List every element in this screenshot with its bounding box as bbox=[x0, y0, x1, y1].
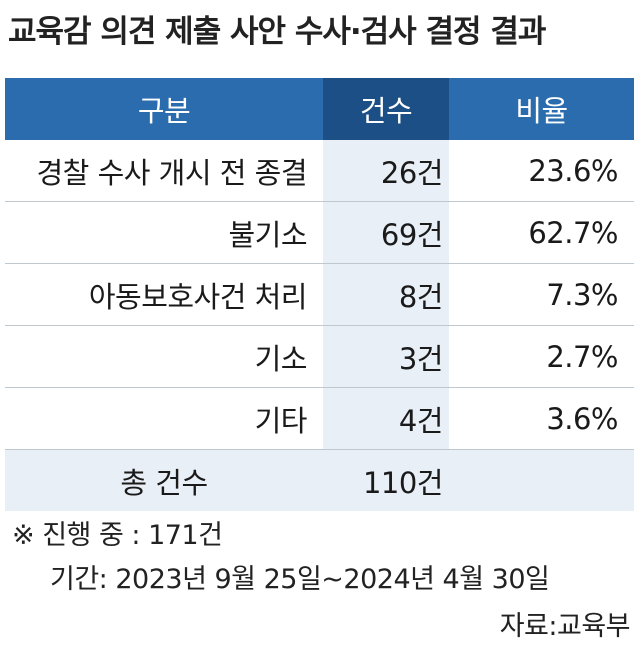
row-ratio: 23.6% bbox=[528, 153, 618, 188]
row-category: 경찰 수사 개시 전 종결 bbox=[36, 155, 308, 190]
table-total-row: 총 건수 110건 bbox=[5, 450, 634, 511]
row-category: 아동보호사건 처리 bbox=[88, 279, 308, 314]
row-count: 26건 bbox=[323, 140, 449, 201]
row-count: 4건 bbox=[323, 388, 449, 449]
table-row: 기타 4건 3.6% bbox=[5, 388, 634, 450]
header-ratio: 비율 bbox=[449, 78, 634, 140]
total-ratio-empty bbox=[449, 450, 634, 511]
table-row: 기소 3건 2.7% bbox=[5, 326, 634, 388]
table-row: 불기소 69건 62.7% bbox=[5, 202, 634, 264]
note-in-progress: ※ 진행 중 : 171건 bbox=[12, 520, 223, 551]
row-ratio: 2.7% bbox=[546, 339, 618, 374]
row-ratio: 7.3% bbox=[546, 277, 618, 312]
row-count: 8건 bbox=[323, 264, 449, 325]
row-count: 3건 bbox=[323, 326, 449, 387]
total-count: 110건 bbox=[362, 465, 444, 500]
row-category: 기소 bbox=[254, 341, 308, 376]
source-credit: 자료:교육부 bbox=[499, 611, 631, 642]
table-header-row: 구분 건수 비율 bbox=[5, 78, 634, 140]
header-category: 구분 bbox=[5, 78, 323, 140]
row-category: 불기소 bbox=[228, 217, 307, 252]
header-count: 건수 bbox=[323, 78, 449, 140]
note-period: 기간: 2023년 9월 25일~2024년 4월 30일 bbox=[50, 564, 550, 595]
table-row: 경찰 수사 개시 전 종결 26건 23.6% bbox=[5, 140, 634, 202]
row-ratio: 3.6% bbox=[546, 401, 618, 436]
total-label: 총 건수 bbox=[120, 465, 208, 500]
results-table: 구분 건수 비율 경찰 수사 개시 전 종결 26건 23.6% 불기소 69건… bbox=[5, 78, 634, 511]
row-ratio: 62.7% bbox=[528, 215, 618, 250]
footnotes: ※ 진행 중 : 171건 기간: 2023년 9월 25일~2024년 4월 … bbox=[12, 514, 550, 602]
row-category: 기타 bbox=[254, 403, 308, 438]
table-row: 아동보호사건 처리 8건 7.3% bbox=[5, 264, 634, 326]
chart-title: 교육감 의견 제출 사안 수사·검사 결정 결과 bbox=[8, 14, 546, 50]
row-count: 69건 bbox=[323, 202, 449, 263]
